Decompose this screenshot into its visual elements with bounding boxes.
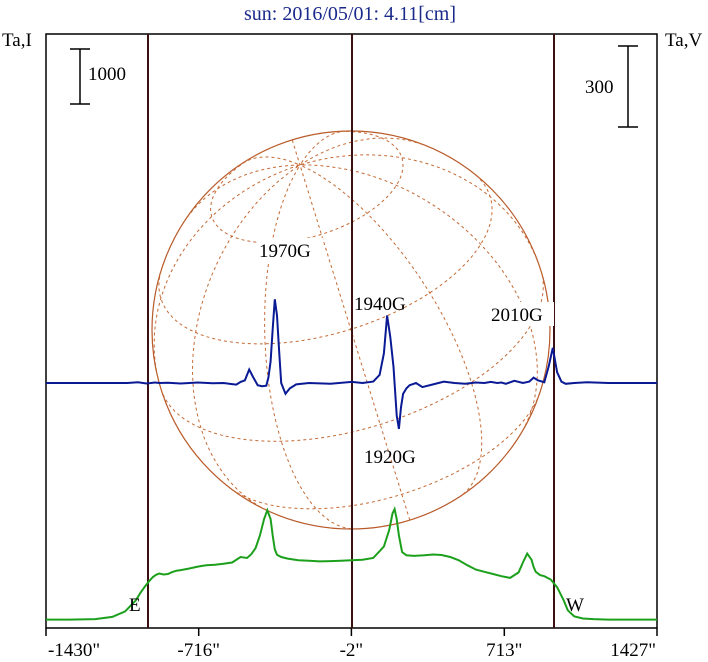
series-line-ta-v: [46, 299, 657, 430]
disk-grid-line: [210, 131, 404, 244]
disk-grid-line: [299, 130, 347, 166]
disk-grid-line: [191, 164, 301, 511]
disk-grid-line: [299, 164, 483, 495]
disk-grid-line: [242, 156, 301, 166]
x-tick-label: 713": [486, 640, 522, 661]
annotation-2010g-bg: [490, 302, 554, 326]
annotation-1970g-bg: [257, 238, 323, 262]
limb-label-east: E: [129, 595, 141, 616]
scale-bar-left: [70, 48, 90, 105]
solar-disk-grid: [153, 130, 544, 530]
annotation-1970g: 1970G: [259, 241, 311, 262]
disk-grid-line: [291, 139, 301, 166]
scale-bar-left-label: 1000: [88, 64, 126, 85]
x-tick-label: -2": [340, 640, 364, 661]
disk-grid-line: [264, 164, 352, 530]
limb-label-west: W: [566, 595, 584, 616]
disk-grid-line: [299, 164, 411, 521]
x-tick-label: -716": [177, 640, 220, 661]
scale-bar-right-label: 300: [585, 77, 614, 98]
disk-grid-line: [300, 164, 538, 432]
annotation-2010g: 2010G: [491, 305, 543, 326]
disk-grid-line: [160, 271, 544, 442]
scale-bar-right: [618, 45, 638, 128]
chart-title: sun: 2016/05/01: 4.11[cm]: [244, 3, 456, 25]
y-axis-right-label: Ta,V: [665, 30, 702, 51]
x-axis-ticks: -1430" -716" -2" 713" 1427": [45, 628, 658, 661]
x-tick-label: -1430": [48, 640, 100, 661]
disk-grid-line: [158, 173, 493, 345]
series-line-ta-i: [46, 506, 657, 621]
disk-grid-line: [153, 164, 301, 389]
x-tick-label: 1427": [610, 640, 656, 661]
y-axis-left-label: Ta,I: [2, 30, 32, 51]
disk-grid-line: [299, 154, 542, 272]
annotation-1920g: 1920G: [364, 447, 416, 468]
disk-grid-line: [183, 164, 301, 223]
disk-grid-line: [231, 394, 540, 510]
disk-grid-line: [299, 137, 429, 166]
annotation-1940g: 1940G: [354, 294, 406, 315]
